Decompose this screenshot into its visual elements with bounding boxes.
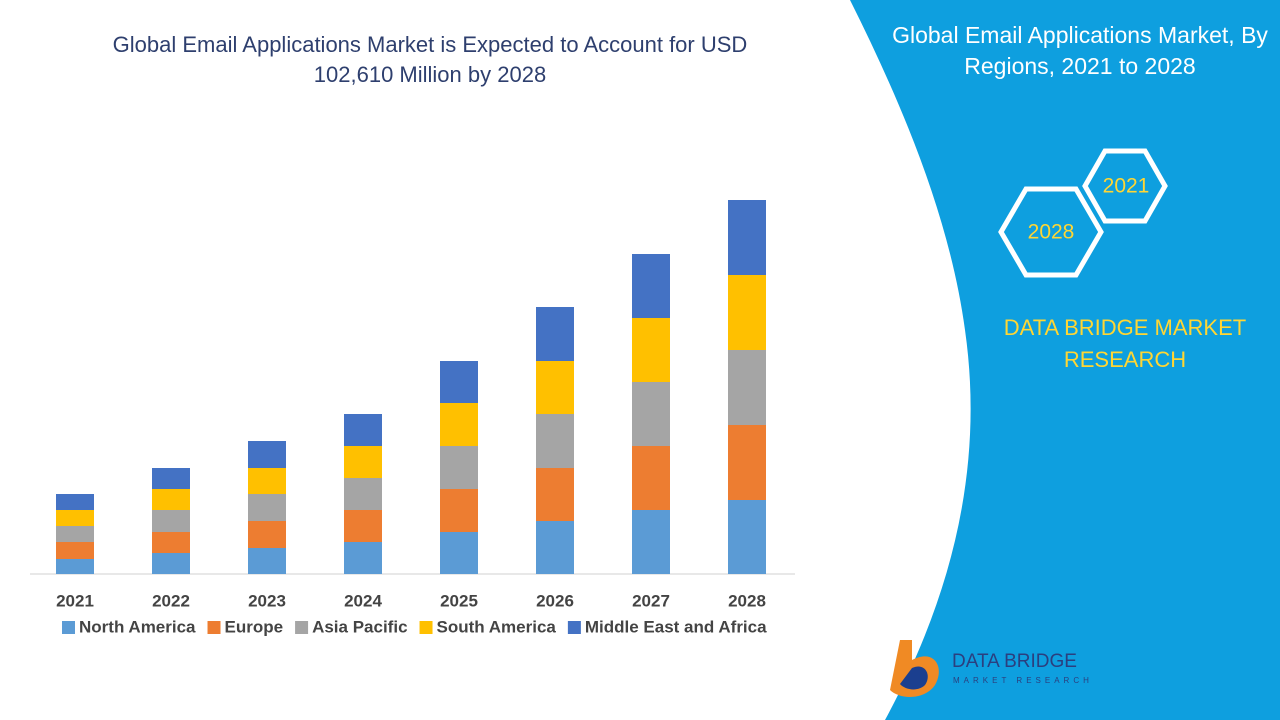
legend-swatch (207, 621, 221, 634)
legend-label: Middle East and Africa (585, 617, 767, 636)
bar-segment (248, 468, 286, 494)
x-tick-label: 2023 (248, 591, 286, 610)
x-tick-label: 2022 (152, 591, 190, 610)
bar-segment (248, 441, 286, 468)
hexagon (1082, 148, 1168, 224)
bar-segment (344, 446, 382, 478)
bar-segment (440, 361, 478, 403)
x-tick-label: 2021 (56, 591, 94, 610)
legend-label: North America (79, 617, 196, 636)
bar-segment (248, 548, 286, 574)
bar-segment (632, 510, 670, 574)
bar-segment (248, 521, 286, 548)
bar-segment (152, 532, 190, 553)
hex-label: 2021 (1103, 175, 1150, 198)
bar-segment (56, 526, 94, 542)
bar-segment (152, 510, 190, 532)
hex-label: 2028 (1028, 221, 1075, 244)
x-tick-label: 2024 (344, 591, 382, 610)
bar-segment (440, 446, 478, 489)
bar-segment (728, 275, 766, 350)
bar-segment (536, 361, 574, 414)
bar-segment (152, 489, 190, 510)
bar-segment (248, 494, 286, 521)
bar-segment (440, 532, 478, 574)
bar-segment (56, 494, 94, 510)
bar-segment (344, 414, 382, 446)
bar-segment (728, 425, 766, 500)
legend-swatch (567, 621, 581, 634)
bar-segment (152, 468, 190, 489)
side-panel (850, 0, 1280, 720)
legend-swatch (295, 621, 309, 634)
bar-segment (632, 382, 670, 446)
bar-segment (344, 542, 382, 574)
bar-segment (632, 318, 670, 382)
bar-segment (440, 403, 478, 446)
chart-title: Global Email Applications Market is Expe… (112, 32, 748, 87)
legend-label: Asia Pacific (312, 617, 407, 636)
legend-label: South America (437, 617, 557, 636)
legend-swatch (419, 621, 433, 634)
bar-segment (728, 500, 766, 574)
bar-segment (440, 489, 478, 532)
x-tick-label: 2026 (536, 591, 574, 610)
bar-segment (56, 542, 94, 559)
hexagon (998, 186, 1104, 278)
legend-swatch (62, 621, 75, 634)
logo-tagline: MARKET RESEARCH (953, 676, 1093, 685)
bar-segment (632, 254, 670, 318)
bar-segment (536, 521, 574, 574)
legend-label: Europe (225, 617, 284, 636)
logo-name: DATA BRIDGE (952, 651, 1077, 672)
bar-segment (728, 350, 766, 425)
bar-segment (728, 200, 766, 275)
bar-segment (152, 553, 190, 574)
bar-segment (536, 414, 574, 468)
bar-segment (536, 468, 574, 521)
bar-segment (344, 478, 382, 510)
bar-segment (344, 510, 382, 542)
panel-brand: DATA BRIDGE MARKET RESEARCH (1003, 315, 1247, 372)
bar-segment (56, 559, 94, 574)
x-tick-label: 2027 (632, 591, 670, 610)
x-tick-label: 2028 (728, 591, 766, 610)
logo-mark (900, 666, 928, 690)
bar-segment (536, 307, 574, 361)
panel-title: Global Email Applications Market, By Reg… (892, 22, 1268, 79)
x-tick-label: 2025 (440, 591, 478, 610)
bar-segment (56, 510, 94, 526)
bar-segment (632, 446, 670, 510)
